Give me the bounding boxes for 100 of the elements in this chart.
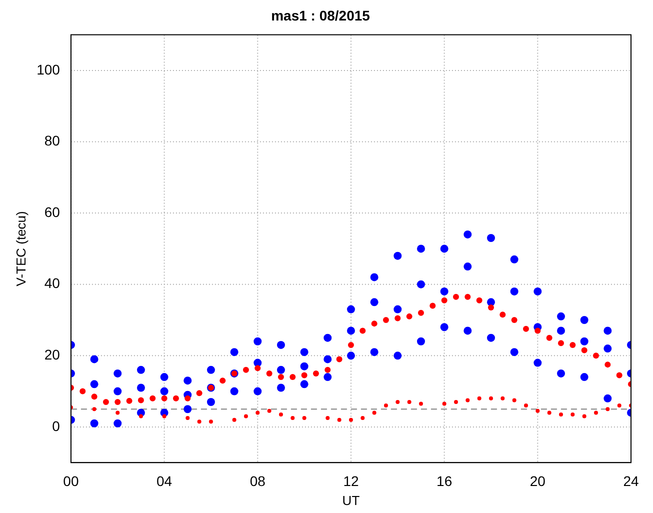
- point: [220, 378, 226, 384]
- point: [114, 398, 121, 405]
- point: [150, 395, 156, 402]
- point: [477, 396, 482, 400]
- point: [186, 416, 190, 420]
- point: [324, 366, 331, 373]
- point: [138, 397, 144, 404]
- point: [488, 304, 494, 311]
- point: [406, 313, 412, 320]
- point: [441, 297, 448, 304]
- y-tick-label: 40: [44, 275, 60, 292]
- point: [522, 326, 529, 332]
- point: [394, 315, 401, 322]
- x-axis-title: UT: [342, 492, 360, 508]
- point: [290, 416, 295, 420]
- point: [454, 400, 458, 404]
- point: [418, 402, 423, 406]
- point: [162, 414, 166, 418]
- point: [500, 396, 505, 400]
- point: [91, 394, 98, 400]
- y-tick-label: 0: [52, 418, 60, 434]
- point: [570, 342, 576, 348]
- point: [290, 374, 296, 380]
- point: [326, 416, 330, 420]
- point: [242, 366, 249, 373]
- point: [244, 414, 248, 418]
- point: [476, 297, 482, 304]
- x-tick-label: 16: [436, 472, 452, 489]
- point: [430, 302, 436, 309]
- point: [604, 362, 611, 368]
- point: [372, 410, 376, 415]
- point: [197, 420, 202, 424]
- point: [80, 388, 86, 394]
- point: [360, 416, 365, 420]
- point: [464, 294, 471, 300]
- point: [267, 408, 272, 413]
- point: [442, 402, 446, 406]
- x-tick-label: 20: [530, 472, 546, 489]
- point: [524, 404, 528, 408]
- point: [534, 328, 541, 334]
- point: [126, 398, 132, 404]
- point: [606, 407, 610, 412]
- point: [302, 416, 306, 420]
- point: [371, 320, 378, 327]
- y-tick-label: 80: [44, 132, 60, 149]
- point: [546, 334, 552, 341]
- point: [466, 398, 470, 402]
- point: [92, 407, 96, 412]
- x-tick-label: 08: [250, 472, 266, 489]
- point: [570, 412, 575, 416]
- y-tick-label: 100: [36, 61, 60, 78]
- point: [360, 328, 366, 334]
- point: [232, 418, 236, 422]
- point: [582, 414, 586, 418]
- point: [172, 395, 179, 402]
- point: [592, 352, 599, 359]
- point: [396, 400, 400, 404]
- x-tick-label: 04: [156, 472, 172, 489]
- point: [382, 317, 389, 323]
- point: [594, 410, 598, 415]
- point: [266, 370, 272, 376]
- point: [336, 356, 342, 362]
- point: [278, 374, 284, 380]
- point: [254, 365, 261, 372]
- point: [384, 404, 388, 408]
- point: [278, 412, 283, 416]
- point: [511, 317, 518, 323]
- y-axis-title: V-TEC (tecu): [13, 211, 28, 286]
- point: [500, 312, 506, 318]
- point: [196, 390, 202, 396]
- point: [558, 412, 563, 416]
- point: [581, 347, 588, 354]
- point: [488, 396, 493, 400]
- point: [616, 372, 622, 378]
- point: [512, 398, 516, 402]
- x-tick-label: 12: [343, 472, 359, 489]
- x-tick-label: 24: [623, 472, 639, 489]
- point: [161, 395, 168, 402]
- point: [301, 372, 308, 378]
- point: [337, 418, 342, 422]
- point: [617, 404, 622, 408]
- point: [312, 370, 319, 376]
- point: [116, 410, 120, 415]
- point: [452, 294, 459, 300]
- point: [208, 420, 213, 424]
- point: [348, 418, 353, 422]
- y-tick-label: 20: [44, 346, 60, 363]
- x-tick-label: 00: [63, 472, 79, 489]
- y-tick-label: 60: [44, 204, 60, 220]
- point: [138, 414, 143, 418]
- point: [418, 310, 424, 316]
- point: [536, 408, 540, 413]
- point: [184, 395, 191, 402]
- point: [256, 410, 260, 415]
- point: [407, 400, 412, 404]
- point: [558, 340, 564, 346]
- point: [102, 398, 109, 405]
- point: [547, 410, 552, 415]
- point: [348, 342, 354, 348]
- chart-title: mas1 : 08/2015: [271, 7, 370, 24]
